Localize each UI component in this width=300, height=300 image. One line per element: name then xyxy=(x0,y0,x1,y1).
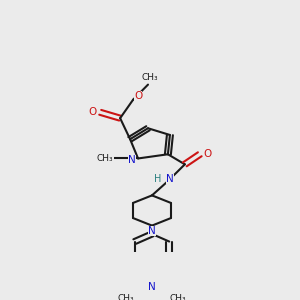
Text: N: N xyxy=(148,282,156,292)
Text: CH₃: CH₃ xyxy=(118,294,134,300)
Text: CH₃: CH₃ xyxy=(142,74,158,82)
Text: H: H xyxy=(154,174,162,184)
Text: N: N xyxy=(148,226,156,236)
Text: CH₃: CH₃ xyxy=(169,294,186,300)
Text: N: N xyxy=(128,155,136,165)
Text: CH₃: CH₃ xyxy=(97,154,113,163)
Text: O: O xyxy=(204,149,212,159)
Text: N: N xyxy=(166,174,174,184)
Text: O: O xyxy=(88,107,96,117)
Text: O: O xyxy=(134,92,142,101)
